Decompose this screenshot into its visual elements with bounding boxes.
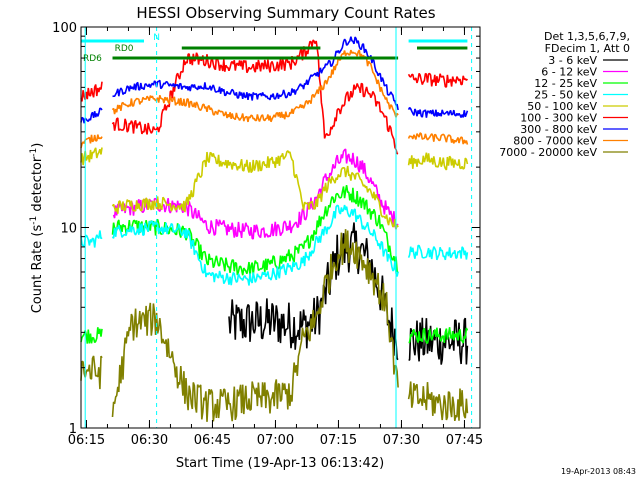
y-tick-label: 10 [60,222,77,237]
x-tick-label: 07:00 [257,433,294,448]
timestamp: 19-Apr-2013 08:43 [561,467,636,476]
y-tick-label: 1 [69,422,77,437]
legend-header-line-1: Det 1,3,5,6,7,9, [544,30,630,43]
y-label-sup1: -1 [29,216,39,225]
x-tick-label: 07:15 [320,433,357,448]
n-label: N [153,33,160,43]
x-tick-label: 07:45 [446,433,483,448]
legend-label-8: 7000 - 20000 keV [499,146,597,159]
legend-header-line-2: FDecim 1, Att 0 [545,42,630,55]
x-tick-label: 06:45 [194,433,231,448]
y-tick-label: 100 [52,21,77,36]
series-line-12-25-kev [80,185,469,344]
x-tick-label: 06:15 [68,433,105,448]
y-label-end: ) [30,143,45,148]
series-line-7000-20000-kev [80,229,469,422]
series-line-50-100-kev [80,147,469,230]
series-line-300-800-kev [80,36,469,124]
y-label-mid: detector [30,156,45,216]
legend-label-3: 25 - 50 keV [534,89,597,102]
legend-label-2: 12 - 25 keV [534,77,597,90]
chart-title: HESSI Observing Summary Count Rates [136,4,435,22]
legend-label-4: 50 - 100 keV [527,100,597,113]
legend-label-5: 100 - 300 keV [520,112,597,125]
y-label-main: Count Rate (s [30,225,45,314]
x-axis: 06:15 06:30 06:45 07:00 07:15 07:30 07:45 [68,27,483,448]
series-line-100-300-kev [80,39,469,155]
legend: Det 1,3,5,6,7,9, FDecim 1, Att 0 3 - 6 k… [499,30,630,159]
x-tick-label: 06:30 [131,433,168,448]
x-tick-label: 07:30 [383,433,420,448]
legend-label-0: 3 - 6 keV [548,54,597,67]
series-line-800-7000-kev [80,49,469,149]
rd6-label: RD6 [83,54,102,64]
y-label-sup2: -1 [29,148,39,157]
series-line-25-50-kev [80,204,469,286]
legend-label-6: 300 - 800 keV [520,123,597,136]
y-axis: 1 10 100 [52,21,480,437]
y-axis-label: Count Rate (s-1 detector-1) [29,143,45,314]
x-axis-label: Start Time (19-Apr-13 06:13:42) [176,456,384,471]
legend-label-7: 800 - 7000 keV [513,135,597,148]
rd0-label: RD0 [115,44,134,54]
legend-label-1: 6 - 12 keV [541,66,597,79]
plot-area [80,36,469,422]
